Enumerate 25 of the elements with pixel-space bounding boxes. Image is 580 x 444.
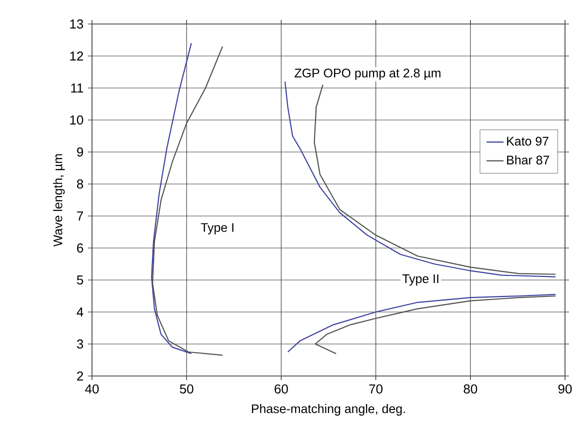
legend-label: Bhar 87 — [507, 155, 550, 164]
y-axis-title: Wave length, µm — [53, 154, 65, 247]
y-tick-label: 7 — [77, 212, 83, 220]
y-tick-label: 13 — [70, 19, 84, 29]
x-axis-title: Phase-matching angle, deg. — [252, 404, 405, 416]
y-tick-label: 4 — [76, 308, 84, 316]
x-tick-label: 80 — [464, 384, 478, 394]
annotation: ZGP OPO pump at 2.8 µm — [294, 68, 440, 80]
y-tick-label: 3 — [76, 339, 84, 349]
y-tick-label: 6 — [77, 243, 84, 253]
x-tick-label: 50 — [180, 384, 194, 394]
x-tick-label: 60 — [274, 384, 288, 394]
x-tick-label: 70 — [369, 384, 383, 394]
legend-label: Kato 97 — [507, 136, 548, 146]
y-tick-label: 5 — [76, 275, 84, 285]
y-tick-label: 11 — [71, 84, 84, 92]
x-tick-label: 40 — [85, 384, 99, 394]
y-tick-label: 12 — [70, 51, 83, 61]
annotation: Type I — [200, 223, 234, 234]
y-tick-label: 9 — [77, 147, 84, 157]
annotation: Type II — [402, 274, 438, 286]
y-tick-label: 10 — [70, 115, 84, 125]
x-tick-label: 90 — [558, 384, 572, 394]
y-tick-label: 8 — [77, 179, 84, 189]
y-tick-label: 2 — [77, 371, 83, 381]
